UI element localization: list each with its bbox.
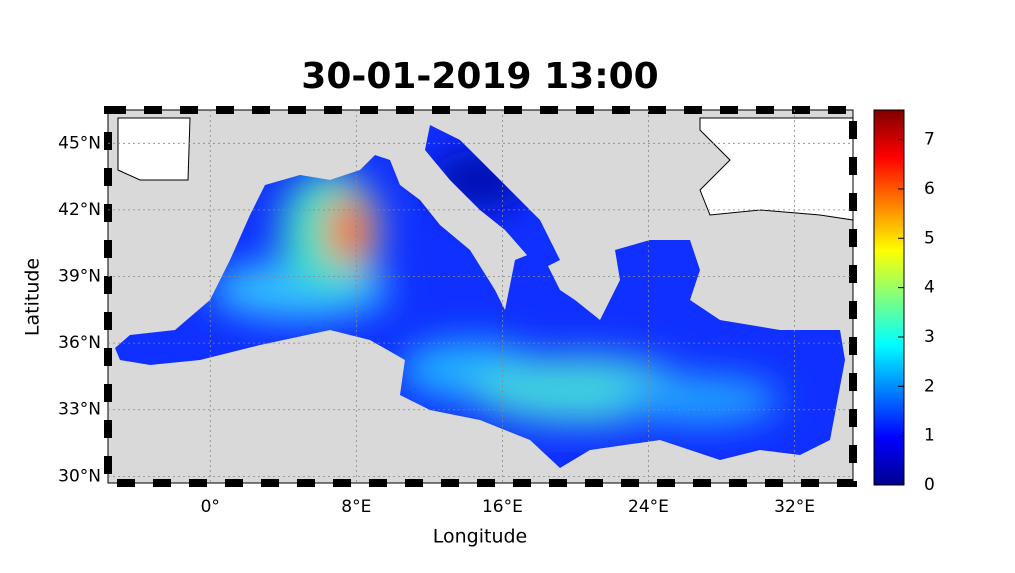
y-tick-label: 39°N	[58, 267, 101, 287]
colorbar-tick-label: 2	[924, 376, 935, 396]
y-tick-label: 45°N	[58, 133, 101, 153]
colorbar-tick-label: 0	[924, 475, 935, 495]
y-tick-label: 42°N	[58, 200, 101, 220]
x-axis-label: Longitude	[433, 526, 528, 548]
map-title: 30-01-2019 13:00	[301, 56, 658, 97]
colorbar-tick-label: 3	[924, 327, 935, 347]
x-tick-label: 24°E	[628, 497, 669, 517]
colorbar-tick-label: 7	[924, 130, 935, 150]
colorbar-tick-label: 6	[924, 179, 935, 199]
frame-border	[104, 106, 857, 487]
colorbar	[873, 109, 905, 486]
y-tick-label: 33°N	[58, 400, 101, 420]
x-tick-label: 32°E	[774, 497, 815, 517]
x-tick-label: 8°E	[341, 497, 371, 517]
x-tick-label: 0°	[201, 497, 220, 517]
colorbar-tick-label: 4	[924, 278, 935, 298]
y-axis-label: Latitude	[22, 258, 44, 336]
y-tick-label: 36°N	[58, 333, 101, 353]
y-tick-label: 30°N	[58, 466, 101, 486]
x-tick-label: 16°E	[482, 497, 523, 517]
colorbar-tick-label: 5	[924, 228, 935, 248]
colorbar-tick-label: 1	[924, 426, 935, 446]
